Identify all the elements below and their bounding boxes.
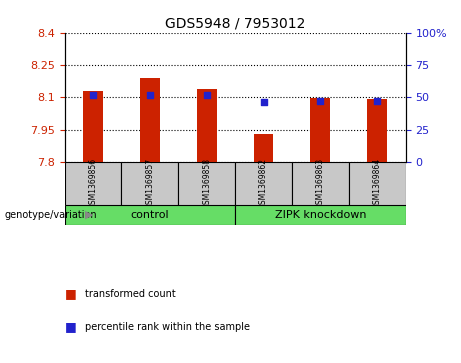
Bar <box>197 89 217 162</box>
Text: ■: ■ <box>65 287 76 301</box>
Text: GSM1369863: GSM1369863 <box>316 158 325 209</box>
Text: genotype/variation: genotype/variation <box>5 210 97 220</box>
Text: GSM1369864: GSM1369864 <box>373 158 382 209</box>
Text: ■: ■ <box>65 320 76 333</box>
Bar <box>349 162 406 205</box>
Text: GSM1369857: GSM1369857 <box>145 158 154 209</box>
Bar <box>121 162 178 205</box>
Text: control: control <box>130 210 169 220</box>
Bar <box>367 99 387 162</box>
Bar <box>178 162 235 205</box>
Point <box>373 98 381 104</box>
Point <box>317 98 324 104</box>
Bar <box>254 134 273 162</box>
Text: percentile rank within the sample: percentile rank within the sample <box>85 322 250 332</box>
Text: ▶: ▶ <box>85 210 94 220</box>
Bar <box>65 162 121 205</box>
Point <box>203 92 210 98</box>
Title: GDS5948 / 7953012: GDS5948 / 7953012 <box>165 16 305 30</box>
Bar <box>235 162 292 205</box>
Bar <box>292 162 349 205</box>
Bar <box>310 98 331 162</box>
Bar <box>83 91 103 162</box>
Point <box>146 92 154 98</box>
Point <box>89 92 97 98</box>
Text: GSM1369856: GSM1369856 <box>89 158 97 209</box>
Text: transformed count: transformed count <box>85 289 176 299</box>
Text: GSM1369862: GSM1369862 <box>259 158 268 209</box>
Bar <box>235 205 406 225</box>
Bar <box>140 78 160 162</box>
Text: ZIPK knockdown: ZIPK knockdown <box>275 210 366 220</box>
Text: GSM1369858: GSM1369858 <box>202 158 211 209</box>
Bar <box>65 205 235 225</box>
Point <box>260 99 267 105</box>
